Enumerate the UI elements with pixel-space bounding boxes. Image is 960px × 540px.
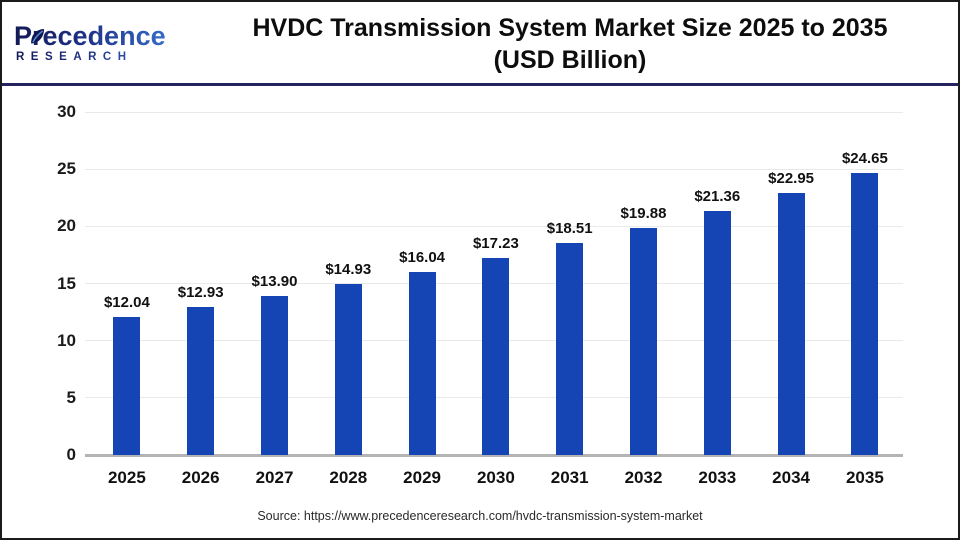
y-gridline — [85, 111, 903, 113]
bar-2032 — [630, 227, 657, 455]
bar-2029 — [408, 271, 436, 455]
y-tick-label: 10 — [57, 330, 76, 350]
chart-title-line2: (USD Billion) — [493, 45, 647, 74]
bar-value-label: $22.95 — [768, 169, 815, 187]
x-tick-label: 2031 — [550, 468, 589, 487]
header-divider — [2, 83, 958, 86]
y-tick-label: 15 — [57, 273, 76, 293]
leaf-icon — [31, 29, 45, 44]
bar-value-label: $13.90 — [251, 273, 298, 291]
bar-2035 — [851, 173, 879, 455]
x-tick-label: 2028 — [329, 468, 368, 487]
bar-2025 — [113, 317, 141, 455]
bar-value-label: $21.36 — [694, 187, 741, 205]
x-tick-label: 2032 — [624, 468, 663, 487]
precedence-research-logo: Precedence RESEARCH — [14, 22, 182, 63]
bar-2031 — [556, 243, 584, 455]
bar-value-label: $16.04 — [399, 248, 446, 266]
x-tick-label: 2027 — [255, 468, 294, 487]
bar-value-label: $14.93 — [325, 261, 372, 279]
header: Precedence RESEARCH HVDC Transmission Sy… — [2, 2, 958, 83]
bar-2030 — [482, 258, 510, 455]
x-tick-label: 2026 — [181, 468, 220, 487]
bar-2034 — [777, 192, 805, 455]
bar-value-label: $18.51 — [546, 220, 593, 238]
chart-title: HVDC Transmission System Market Size 202… — [182, 10, 958, 76]
chart-title-line1: HVDC Transmission System Market Size 202… — [252, 13, 888, 42]
x-tick-label: 2025 — [107, 468, 146, 487]
bar-value-label: $24.65 — [841, 150, 888, 168]
bar-2028 — [334, 284, 362, 455]
bar-2026 — [187, 307, 215, 455]
logo-subtitle: RESEARCH — [16, 51, 182, 63]
bar-value-label: $12.93 — [177, 284, 224, 302]
x-tick-label: 2030 — [476, 468, 515, 487]
y-tick-label: 0 — [66, 445, 76, 464]
x-axis-baseline — [85, 453, 903, 457]
bar-value-label: $19.88 — [620, 204, 667, 222]
x-tick-label: 2034 — [772, 468, 810, 487]
bar-2033 — [703, 210, 731, 455]
x-tick-label: 2035 — [845, 468, 884, 487]
x-tick-label: 2029 — [403, 468, 441, 487]
bar-value-label: $12.04 — [103, 294, 150, 312]
source-text: Source: https://www.precedenceresearch.c… — [257, 509, 703, 523]
y-tick-label: 30 — [57, 102, 76, 121]
bar-value-label: $17.23 — [472, 235, 519, 252]
y-tick-label: 25 — [57, 159, 76, 179]
bar-2027 — [261, 296, 288, 455]
x-tick-label: 2033 — [698, 468, 737, 487]
y-tick-label: 5 — [66, 387, 76, 407]
y-tick-label: 20 — [57, 216, 76, 236]
y-gridline — [85, 225, 903, 227]
y-gridline — [85, 168, 903, 170]
